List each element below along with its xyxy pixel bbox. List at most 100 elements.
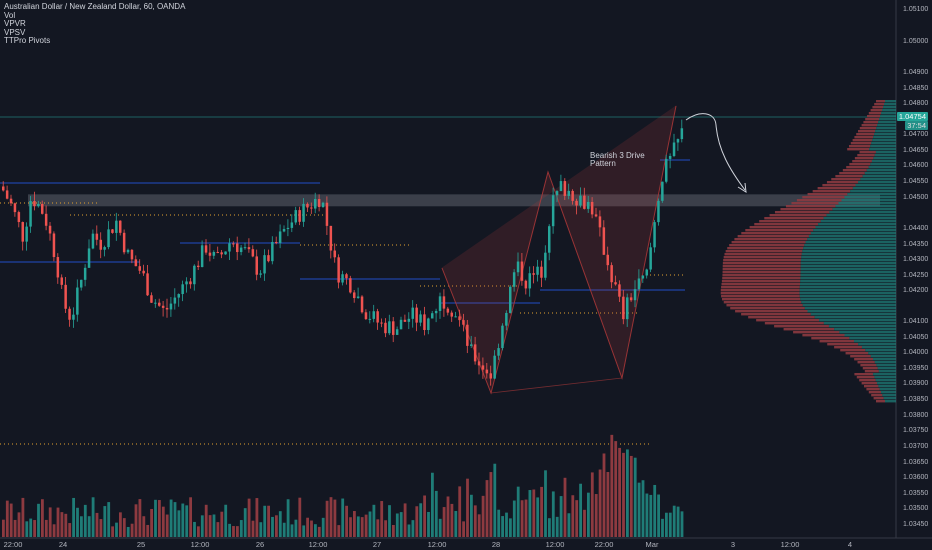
candle-down[interactable] — [466, 324, 469, 346]
candle-up[interactable] — [388, 321, 391, 334]
candle-up[interactable] — [107, 229, 110, 248]
candle-up[interactable] — [290, 222, 294, 228]
candle-down[interactable] — [446, 308, 450, 313]
candle-up[interactable] — [115, 220, 118, 233]
indicator-ttpro-pivots[interactable]: TTPro Pivots — [4, 36, 51, 45]
candle-down[interactable] — [337, 257, 340, 283]
candle-up[interactable] — [193, 265, 196, 285]
candle-down[interactable] — [520, 261, 524, 281]
candle-up[interactable] — [668, 155, 672, 159]
candle-down[interactable] — [251, 249, 255, 257]
candle-up[interactable] — [228, 243, 231, 252]
candle-up[interactable] — [528, 273, 532, 289]
candle-up[interactable] — [181, 284, 184, 295]
candle-down[interactable] — [485, 369, 489, 374]
candle-down[interactable] — [208, 252, 212, 256]
candle-down[interactable] — [353, 292, 356, 299]
candle-up[interactable] — [29, 201, 32, 227]
candle-down[interactable] — [594, 214, 598, 217]
candle-up[interactable] — [427, 318, 430, 331]
candle-up[interactable] — [294, 210, 298, 223]
candle-down[interactable] — [9, 198, 13, 204]
candle-down[interactable] — [60, 277, 64, 285]
candle-up[interactable] — [497, 348, 500, 356]
candle-up[interactable] — [72, 314, 75, 320]
indicator-vpsv[interactable]: VPSV — [4, 27, 26, 37]
candle-down[interactable] — [161, 305, 165, 308]
candle-down[interactable] — [142, 270, 145, 274]
candle-down[interactable] — [477, 361, 481, 366]
candle-up[interactable] — [243, 247, 247, 249]
candle-up[interactable] — [676, 139, 680, 143]
candle-down[interactable] — [415, 307, 418, 323]
candle-up[interactable] — [454, 316, 457, 318]
candle-down[interactable] — [220, 252, 223, 255]
candle-up[interactable] — [493, 355, 496, 379]
candle-up[interactable] — [544, 252, 547, 278]
candle-down[interactable] — [2, 186, 5, 191]
candle-up[interactable] — [551, 195, 555, 227]
candle-up[interactable] — [321, 202, 325, 208]
candle-down[interactable] — [204, 245, 208, 253]
candle-down[interactable] — [56, 257, 60, 278]
candle-down[interactable] — [403, 319, 407, 322]
candle-down[interactable] — [146, 273, 149, 296]
candle-down[interactable] — [165, 307, 169, 310]
candle-down[interactable] — [606, 254, 610, 266]
candle-up[interactable] — [559, 181, 563, 192]
candle-down[interactable] — [310, 207, 313, 209]
candle-up[interactable] — [126, 249, 130, 253]
candle-up[interactable] — [368, 318, 372, 320]
candle-up[interactable] — [224, 251, 227, 255]
candle-up[interactable] — [169, 303, 173, 310]
candle-down[interactable] — [458, 316, 461, 321]
candle-up[interactable] — [501, 325, 504, 349]
candle-down[interactable] — [41, 203, 44, 214]
candle-down[interactable] — [598, 216, 602, 228]
candle-down[interactable] — [622, 296, 625, 320]
candle-down[interactable] — [122, 232, 126, 253]
candle-down[interactable] — [21, 222, 25, 242]
candle-up[interactable] — [633, 289, 637, 301]
candle-up[interactable] — [411, 307, 415, 319]
candle-up[interactable] — [672, 142, 676, 156]
candle-down[interactable] — [95, 233, 99, 240]
candle-down[interactable] — [44, 213, 48, 226]
candle-down[interactable] — [317, 199, 321, 208]
candle-down[interactable] — [360, 296, 364, 313]
candle-up[interactable] — [286, 227, 290, 229]
candle-down[interactable] — [450, 312, 454, 317]
candle-up[interactable] — [278, 231, 282, 244]
candle-down[interactable] — [119, 220, 122, 233]
candle-up[interactable] — [649, 247, 652, 270]
candle-down[interactable] — [442, 296, 446, 309]
candle-up[interactable] — [509, 286, 512, 313]
candle-down[interactable] — [267, 255, 270, 262]
candle-up[interactable] — [680, 128, 684, 140]
candle-down[interactable] — [583, 195, 586, 209]
candle-down[interactable] — [150, 295, 153, 303]
candle-up[interactable] — [271, 241, 274, 262]
candle-down[interactable] — [473, 344, 477, 362]
candle-up[interactable] — [83, 267, 87, 280]
candle-down[interactable] — [197, 265, 200, 268]
candle-up[interactable] — [505, 312, 508, 326]
candle-up[interactable] — [200, 245, 204, 268]
candle-up[interactable] — [587, 201, 590, 209]
candle-up[interactable] — [259, 273, 262, 275]
candle-down[interactable] — [571, 190, 574, 201]
candle-up[interactable] — [239, 247, 243, 253]
candle-down[interactable] — [130, 249, 134, 260]
candle-down[interactable] — [392, 321, 395, 335]
candle-down[interactable] — [13, 203, 17, 213]
candle-up[interactable] — [431, 313, 434, 319]
candle-up[interactable] — [512, 272, 516, 287]
candle-up[interactable] — [395, 329, 399, 335]
candle-up[interactable] — [548, 226, 551, 253]
candle-up[interactable] — [263, 255, 266, 274]
candle-down[interactable] — [48, 225, 52, 234]
candle-down[interactable] — [236, 243, 239, 253]
candle-up[interactable] — [438, 296, 442, 311]
candle-down[interactable] — [618, 284, 621, 297]
